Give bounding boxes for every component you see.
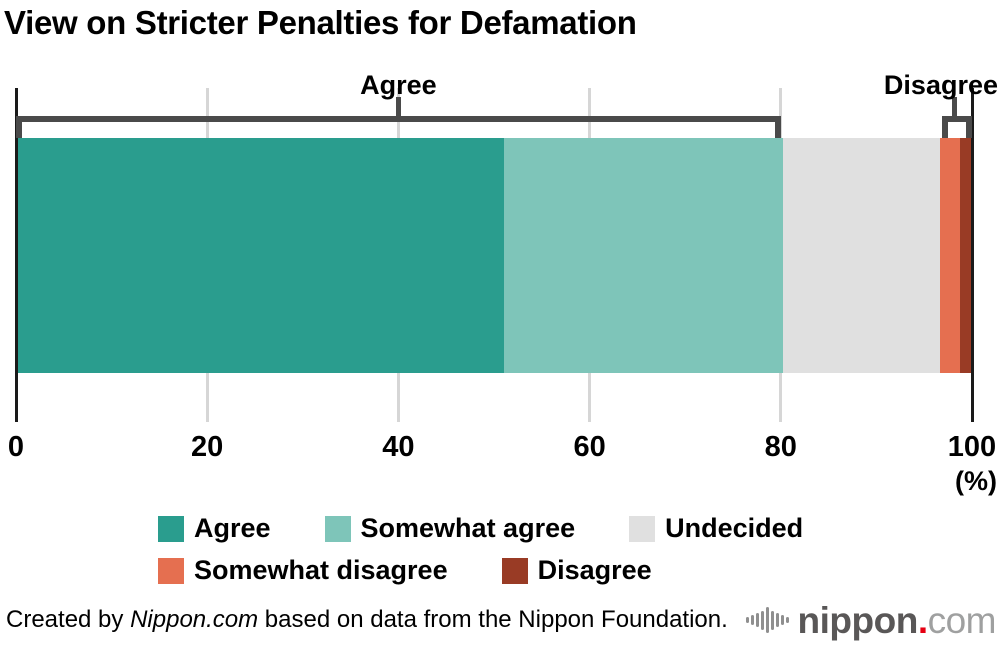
logo-name: nippon xyxy=(797,599,919,641)
bracket-tick-disagree xyxy=(952,97,958,117)
bracket-label-disagree: Disagree xyxy=(883,70,998,100)
audio-wave-icon xyxy=(745,605,789,635)
x-tick-label-40: 40 xyxy=(382,431,415,463)
audio-wave-bar-2 xyxy=(755,613,759,627)
legend-swatch-somewhat-agree xyxy=(324,515,351,542)
logo-tld: com xyxy=(927,599,997,641)
bar-segment-undecided xyxy=(782,138,941,373)
nippon-com-logo: nippon.com xyxy=(745,599,997,641)
axis-edge-line-100 xyxy=(970,88,974,422)
bar-segment-somewhat-disagree xyxy=(940,138,960,373)
legend-swatch-agree xyxy=(158,515,184,542)
audio-wave-bar-5 xyxy=(770,610,774,630)
audio-wave-bar-3 xyxy=(760,610,764,630)
audio-wave-bar-4 xyxy=(765,607,769,633)
legend-label-disagree: Disagree xyxy=(537,555,652,585)
logo-wordmark: nippon.com xyxy=(797,599,997,641)
credit-prefix: Created by xyxy=(6,606,131,633)
chart-title: View on Stricter Penalties for Defamatio… xyxy=(4,4,637,41)
legend-label-undecided: Undecided xyxy=(665,513,804,543)
footer: Created by Nippon.com based on data from… xyxy=(6,597,997,643)
legend-item-somewhat-agree: Somewhat agree xyxy=(324,513,576,544)
axis-unit-label: (%) xyxy=(955,466,997,496)
bar-segment-somewhat-agree xyxy=(503,138,783,373)
bar-segment-disagree xyxy=(959,138,972,373)
bracket-label-agree: Agree xyxy=(360,70,437,100)
legend: Agree Somewhat agree Undecided Somewhat dis… xyxy=(158,513,880,586)
x-tick-label-100: 100 xyxy=(947,431,997,463)
x-tick-label-80: 80 xyxy=(764,431,797,463)
x-tick-label-0: 0 xyxy=(7,431,25,463)
credit-source: Nippon.com xyxy=(130,606,259,633)
bracket-disagree xyxy=(942,116,972,138)
legend-label-agree: Agree xyxy=(194,513,271,543)
legend-swatch-somewhat-disagree xyxy=(158,557,184,584)
bar-segment-agree xyxy=(16,138,504,373)
legend-label-somewhat-agree: Somewhat agree xyxy=(360,513,576,543)
legend-swatch-disagree xyxy=(501,557,528,584)
axis-edge-line-0 xyxy=(14,88,18,422)
legend-item-agree: Agree xyxy=(158,513,271,544)
credit-suffix: based on data from the Nippon Foundation… xyxy=(258,606,728,633)
legend-label-somewhat-disagree: Somewhat disagree xyxy=(194,555,448,585)
legend-item-somewhat-disagree: Somewhat disagree xyxy=(158,555,448,586)
bracket-tick-agree xyxy=(395,97,401,117)
audio-wave-bar-8 xyxy=(785,617,789,623)
logo-dot: . xyxy=(917,599,928,641)
x-tick-label-20: 20 xyxy=(191,431,224,463)
audio-wave-bar-6 xyxy=(775,613,779,627)
bracket-agree xyxy=(16,116,781,138)
legend-item-undecided: Undecided xyxy=(629,513,803,544)
audio-wave-bar-7 xyxy=(780,615,784,625)
audio-wave-bar-0 xyxy=(745,617,749,623)
legend-item-disagree: Disagree xyxy=(501,555,652,586)
legend-swatch-undecided xyxy=(629,515,656,542)
x-tick-label-60: 60 xyxy=(573,431,606,463)
audio-wave-bar-1 xyxy=(750,615,754,625)
credit-text: Created by Nippon.com based on data from… xyxy=(6,606,728,634)
